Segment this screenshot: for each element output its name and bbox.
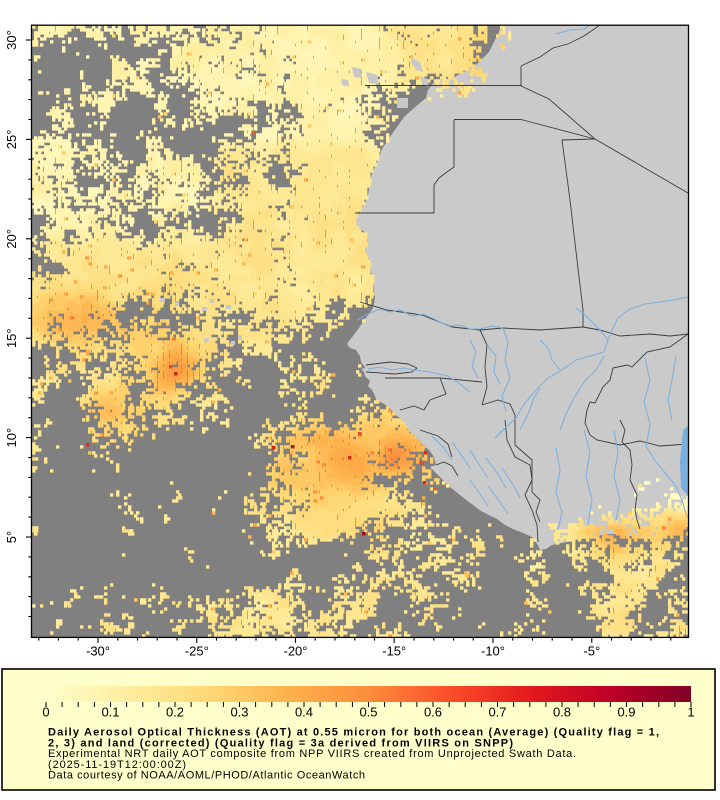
svg-text:20°: 20° bbox=[4, 229, 19, 249]
svg-text:5°: 5° bbox=[4, 531, 19, 543]
svg-text:-10°: -10° bbox=[481, 644, 505, 659]
svg-text:-25°: -25° bbox=[185, 644, 209, 659]
svg-text:0.2: 0.2 bbox=[166, 705, 184, 720]
svg-text:0.4: 0.4 bbox=[295, 705, 313, 720]
svg-text:Data courtesy of NOAA/AOML/PHO: Data courtesy of NOAA/AOML/PHOD/Atlantic… bbox=[48, 770, 365, 782]
svg-text:15°: 15° bbox=[4, 328, 19, 348]
svg-text:-15°: -15° bbox=[382, 644, 406, 659]
svg-text:-5°: -5° bbox=[583, 644, 600, 659]
svg-text:-30°: -30° bbox=[86, 644, 110, 659]
svg-text:30°: 30° bbox=[4, 30, 19, 50]
svg-text:0.5: 0.5 bbox=[359, 705, 377, 720]
svg-text:Daily Aerosol Optical Thicknes: Daily Aerosol Optical Thickness (AOT) at… bbox=[48, 727, 659, 739]
svg-text:Experimental NRT daily AOT com: Experimental NRT daily AOT composite fro… bbox=[48, 748, 576, 760]
svg-text:(2025-11-19T12:00:00Z): (2025-11-19T12:00:00Z) bbox=[48, 759, 186, 771]
svg-text:0.8: 0.8 bbox=[553, 705, 571, 720]
svg-text:1: 1 bbox=[687, 705, 694, 720]
svg-text:0.3: 0.3 bbox=[230, 705, 248, 720]
svg-text:-20°: -20° bbox=[284, 644, 308, 659]
svg-text:10°: 10° bbox=[4, 428, 19, 448]
svg-text:0.9: 0.9 bbox=[617, 705, 635, 720]
svg-text:0: 0 bbox=[42, 705, 49, 720]
svg-text:25°: 25° bbox=[4, 130, 19, 150]
svg-text:0.1: 0.1 bbox=[101, 705, 119, 720]
svg-text:0.7: 0.7 bbox=[488, 705, 506, 720]
svg-text:0.6: 0.6 bbox=[424, 705, 442, 720]
